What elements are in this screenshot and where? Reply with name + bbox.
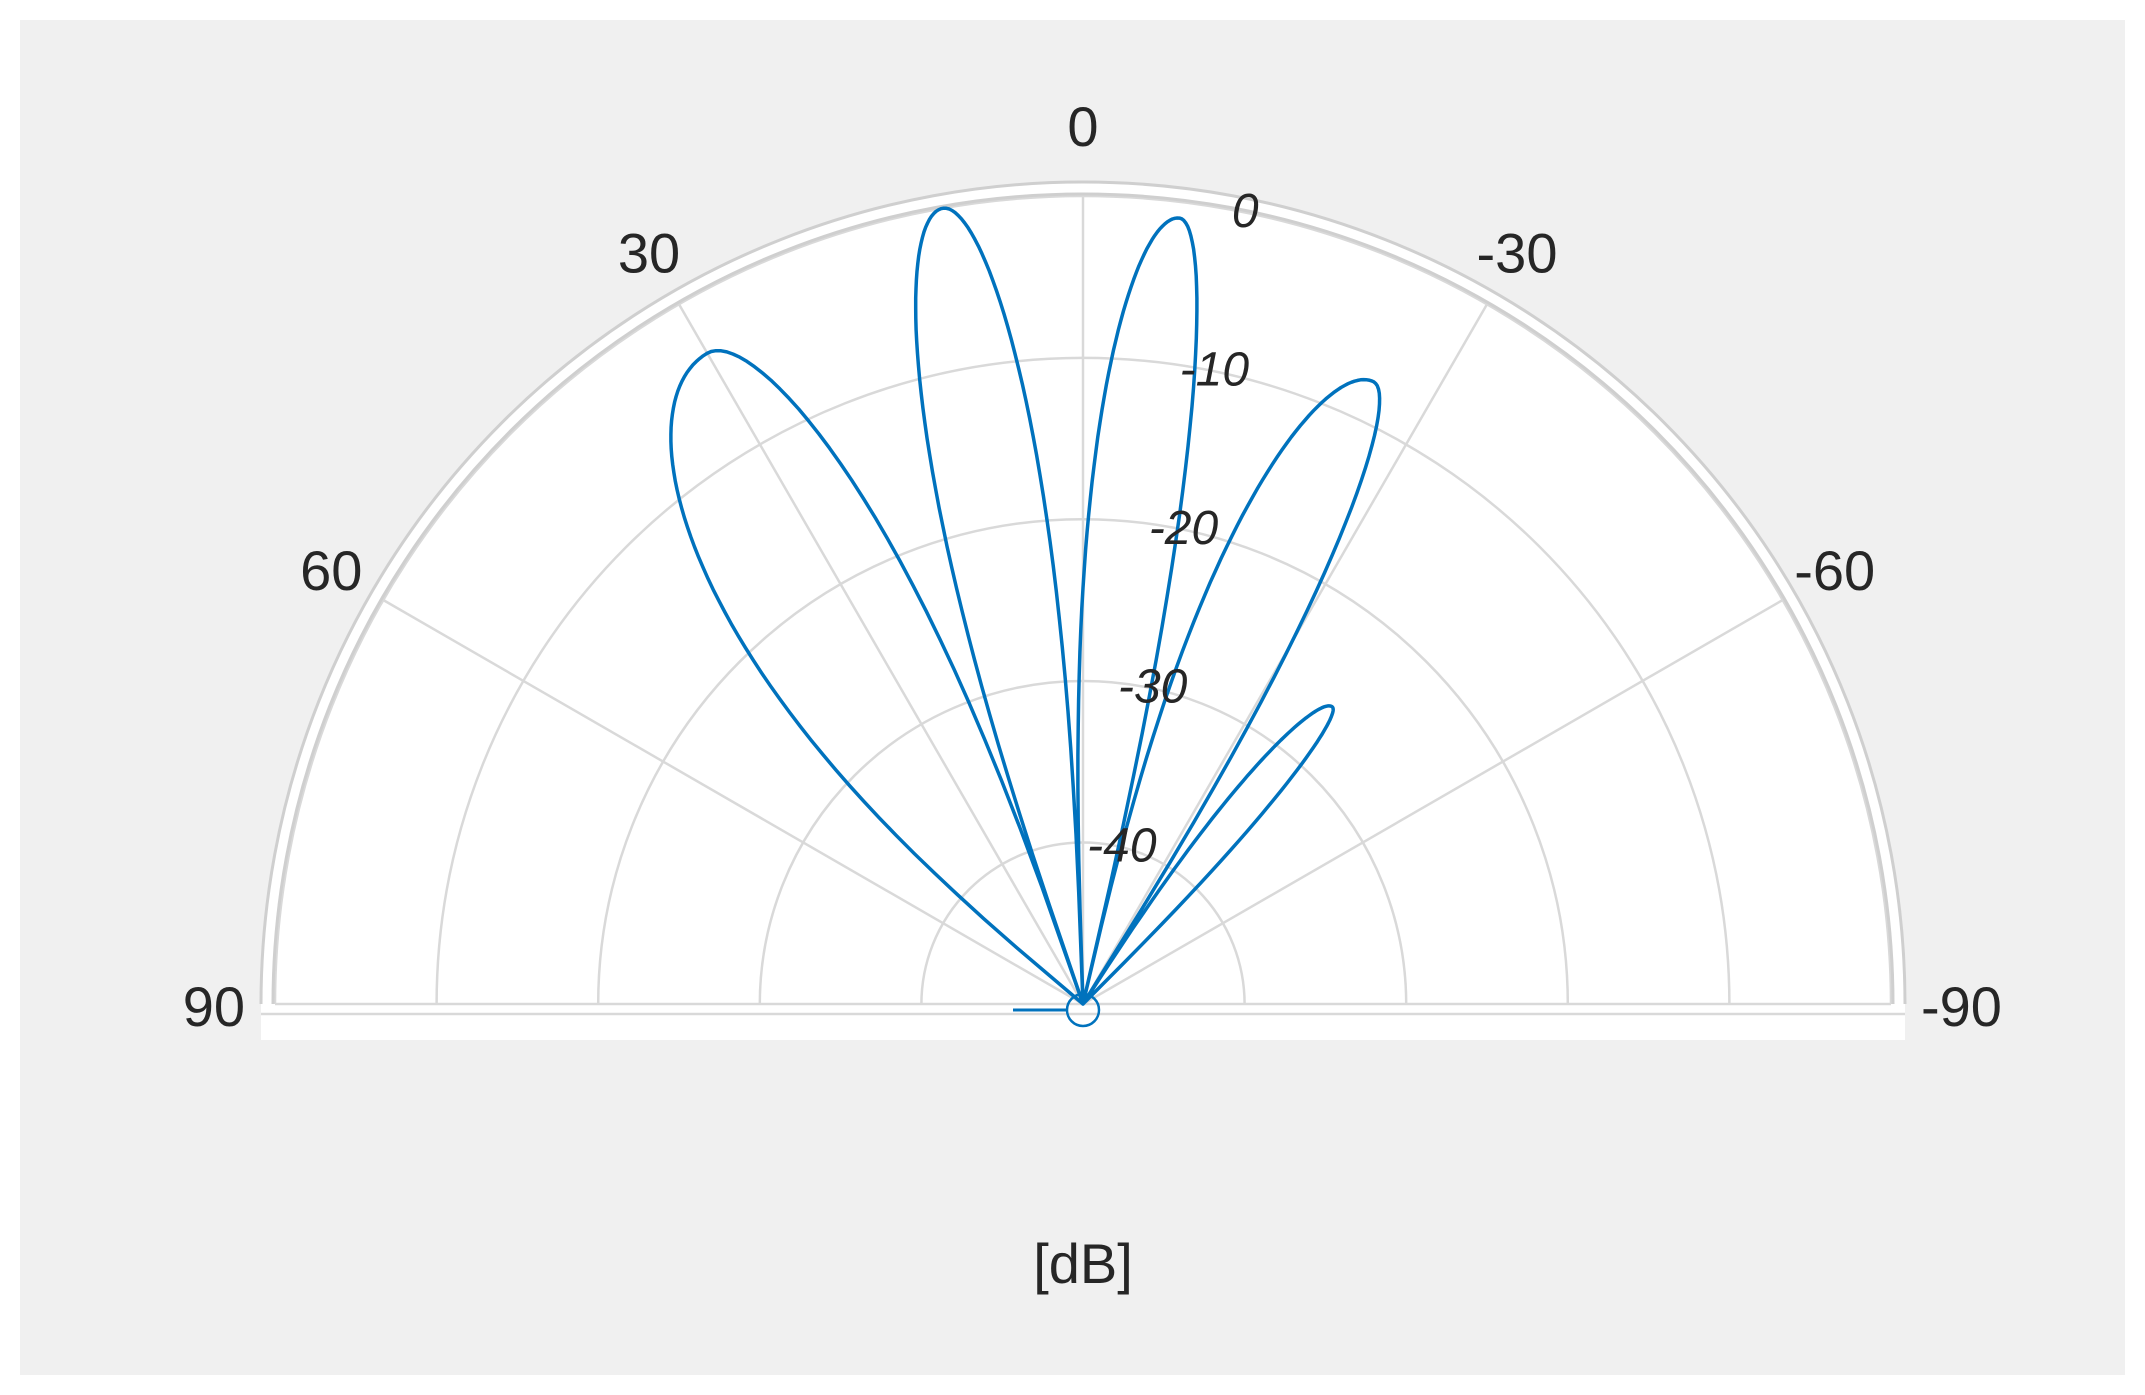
grid-spoke [382,598,1084,1006]
radial-tick-label: -30 [1118,661,1188,714]
angle-tick-label: 0 [1067,95,1098,158]
radial-tick-label: -40 [1087,819,1157,872]
radial-tick-label: -10 [1180,343,1250,396]
angle-tick-label: 30 [618,221,680,284]
outer-frame-ring [271,192,1895,1005]
angle-tick-label: 60 [300,539,362,602]
grid-spoke [677,303,1085,1005]
grid-spoke [1082,598,1784,1006]
label-layer: 90 60 30 0 -30 -60 -90 0 -10 -20 -30 -40 [183,95,2002,1038]
angle-tick-label: 90 [183,975,245,1038]
angle-tick-label: -90 [1921,975,2002,1038]
angle-tick-label: -30 [1477,221,1558,284]
angle-tick-label: -60 [1794,539,1875,602]
series-line [669,206,1382,1006]
plot-face-base [261,1004,1905,1040]
outer-frame-ring [259,180,1907,1005]
radial-tick-label: -20 [1149,502,1219,555]
series-layer [669,206,1382,1028]
radial-tick-label: 0 [1232,185,1259,238]
radial-axis-title: [dB] [1033,1232,1133,1295]
